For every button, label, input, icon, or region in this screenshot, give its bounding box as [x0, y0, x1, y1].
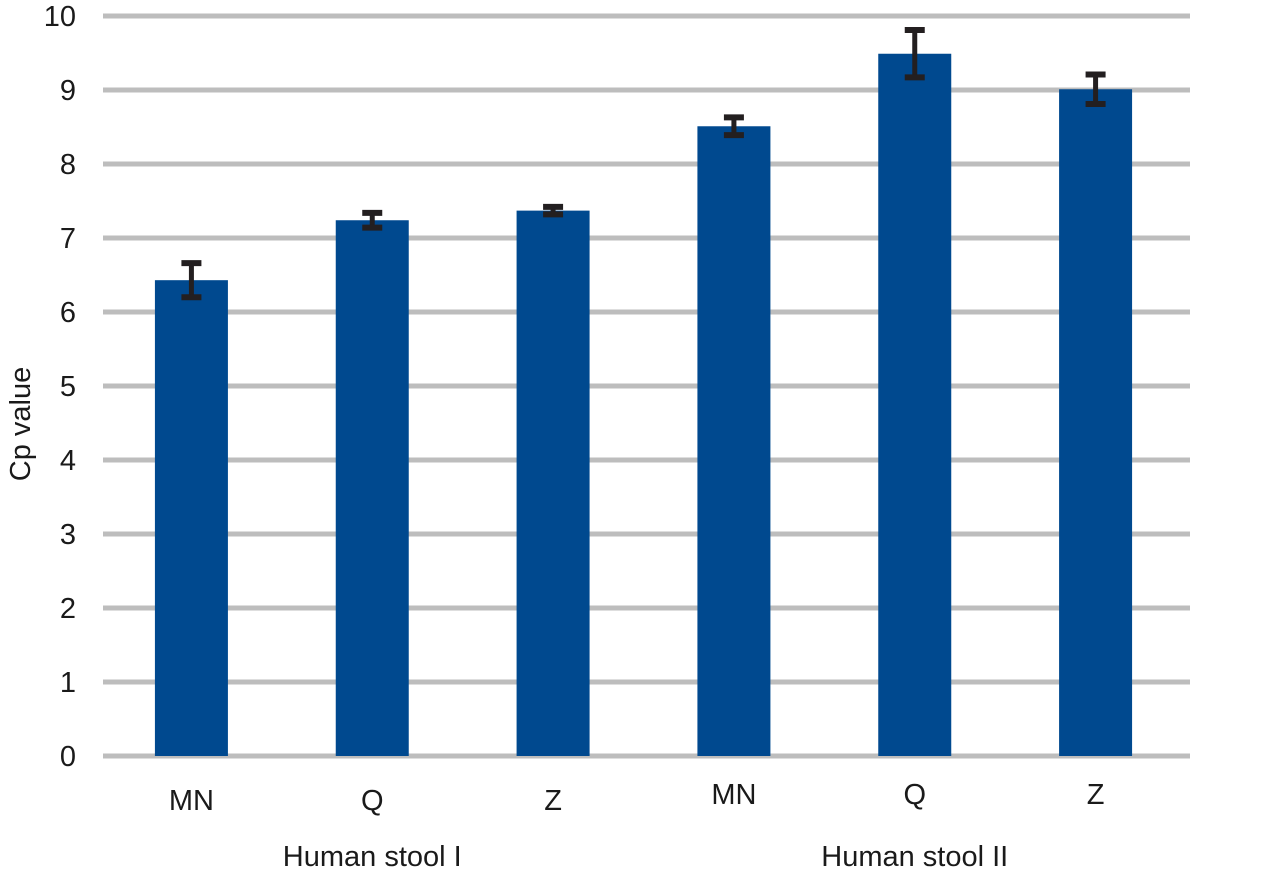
x-category-label: Q	[361, 785, 384, 817]
error-bar	[362, 209, 383, 231]
y-axis-title: Cp value	[5, 367, 37, 481]
y-tick-label: 0	[60, 741, 76, 773]
error-bar	[181, 260, 202, 301]
y-tick-label: 3	[60, 519, 76, 551]
bar	[697, 126, 771, 756]
x-category-label: Z	[1087, 779, 1105, 811]
y-tick-label: 5	[60, 371, 76, 403]
bar	[516, 210, 590, 756]
y-tick-label: 10	[44, 1, 76, 33]
bar	[335, 220, 409, 757]
y-tick-label: 6	[60, 297, 76, 329]
x-group-label: Human stool I	[283, 841, 462, 873]
y-axis-ticks: 0 1 2 3 4 5 6 7 8 9 10	[44, 1, 76, 773]
x-category-label: Z	[544, 785, 562, 817]
error-bar	[904, 27, 925, 81]
bar	[154, 280, 228, 756]
x-category-label: MN	[169, 785, 214, 817]
x-axis-categories: MN Q Z MN Q Z	[169, 779, 1105, 817]
y-tick-label: 4	[60, 445, 76, 477]
error-bar	[1085, 71, 1106, 108]
y-tick-label: 7	[60, 223, 76, 255]
x-group-label: Human stool II	[821, 841, 1008, 873]
bar	[1059, 89, 1133, 756]
gridlines	[103, 13, 1190, 759]
error-bar	[723, 114, 744, 139]
bars	[154, 53, 1133, 757]
error-bar	[543, 203, 564, 218]
bar	[878, 53, 952, 757]
x-category-label: Q	[903, 779, 926, 811]
x-axis-groups: Human stool I Human stool II	[283, 841, 1008, 873]
error-bars	[181, 27, 1106, 301]
x-category-label: MN	[711, 779, 756, 811]
y-tick-label: 9	[60, 75, 76, 107]
y-tick-label: 8	[60, 149, 76, 181]
y-tick-label: 1	[60, 667, 76, 699]
y-tick-label: 2	[60, 593, 76, 625]
